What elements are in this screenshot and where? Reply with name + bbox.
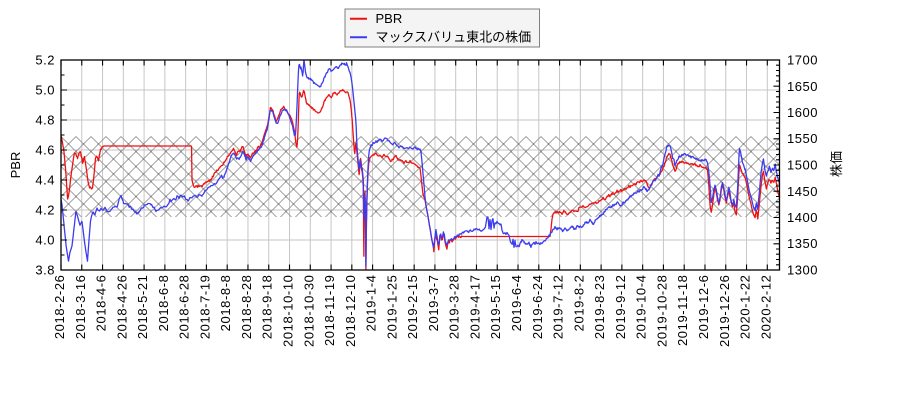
svg-text:4.6: 4.6 xyxy=(35,143,55,158)
svg-text:2020-2-12: 2020-2-12 xyxy=(758,275,773,340)
svg-text:1550: 1550 xyxy=(787,131,818,146)
svg-text:2019-6-24: 2019-6-24 xyxy=(530,275,545,340)
svg-text:1650: 1650 xyxy=(787,79,818,94)
svg-text:1400: 1400 xyxy=(787,210,818,225)
svg-text:2018-6-8: 2018-6-8 xyxy=(156,275,171,332)
svg-text:2018-3-16: 2018-3-16 xyxy=(73,275,88,340)
svg-text:1300: 1300 xyxy=(787,263,818,278)
svg-text:2018-9-18: 2018-9-18 xyxy=(260,275,275,340)
svg-text:2018-2-26: 2018-2-26 xyxy=(52,275,67,340)
svg-text:2018-4-26: 2018-4-26 xyxy=(114,275,129,340)
svg-text:2019-10-28: 2019-10-28 xyxy=(654,275,669,348)
svg-text:2019-11-18: 2019-11-18 xyxy=(675,275,690,347)
svg-text:2019-12-26: 2019-12-26 xyxy=(717,275,732,348)
svg-text:3.8: 3.8 xyxy=(35,263,55,278)
svg-text:2019-1-4: 2019-1-4 xyxy=(364,275,379,332)
svg-text:1450: 1450 xyxy=(787,184,818,199)
svg-text:2019-3-28: 2019-3-28 xyxy=(447,275,462,340)
svg-text:5.2: 5.2 xyxy=(35,53,55,68)
svg-text:2019-4-17: 2019-4-17 xyxy=(467,275,482,340)
svg-text:PBR: PBR xyxy=(376,11,403,26)
svg-text:2018-8-8: 2018-8-8 xyxy=(218,275,233,332)
svg-text:2018-12-10: 2018-12-10 xyxy=(343,275,358,348)
svg-text:1700: 1700 xyxy=(787,53,818,68)
svg-text:2020-1-22: 2020-1-22 xyxy=(738,275,753,340)
svg-text:2018-8-28: 2018-8-28 xyxy=(239,275,254,340)
svg-text:2019-12-6: 2019-12-6 xyxy=(696,275,711,340)
svg-text:マックスバリュ東北の株価: マックスバリュ東北の株価 xyxy=(376,30,532,45)
svg-text:2018-6-28: 2018-6-28 xyxy=(177,275,192,340)
svg-text:4.8: 4.8 xyxy=(35,113,55,128)
svg-text:5.0: 5.0 xyxy=(35,83,55,98)
svg-text:4.2: 4.2 xyxy=(35,203,55,218)
svg-text:2018-10-30: 2018-10-30 xyxy=(301,275,316,348)
svg-text:2018-10-10: 2018-10-10 xyxy=(281,275,296,348)
svg-text:1600: 1600 xyxy=(787,105,818,120)
svg-text:2018-4-6: 2018-4-6 xyxy=(94,275,109,332)
svg-text:2019-8-2: 2019-8-2 xyxy=(571,275,586,332)
svg-text:4.0: 4.0 xyxy=(35,233,55,248)
svg-text:1500: 1500 xyxy=(787,158,818,173)
svg-text:2019-9-12: 2019-9-12 xyxy=(613,275,628,340)
svg-text:2019-7-12: 2019-7-12 xyxy=(551,275,566,340)
svg-text:4.4: 4.4 xyxy=(35,173,55,188)
svg-text:2018-5-21: 2018-5-21 xyxy=(135,275,150,340)
svg-text:株価: 株価 xyxy=(829,151,844,177)
svg-text:2019-1-25: 2019-1-25 xyxy=(384,275,399,340)
svg-text:1350: 1350 xyxy=(787,236,818,251)
svg-text:2019-3-7: 2019-3-7 xyxy=(426,275,441,332)
svg-text:2018-7-19: 2018-7-19 xyxy=(197,275,212,340)
svg-text:2019-2-15: 2019-2-15 xyxy=(405,275,420,340)
svg-text:2018-11-19: 2018-11-19 xyxy=(322,275,337,347)
svg-text:2019-5-15: 2019-5-15 xyxy=(488,275,503,340)
svg-text:2019-10-4: 2019-10-4 xyxy=(634,275,649,340)
svg-text:2019-8-23: 2019-8-23 xyxy=(592,275,607,340)
svg-text:2019-6-4: 2019-6-4 xyxy=(509,275,524,332)
svg-text:PBR: PBR xyxy=(8,152,23,179)
